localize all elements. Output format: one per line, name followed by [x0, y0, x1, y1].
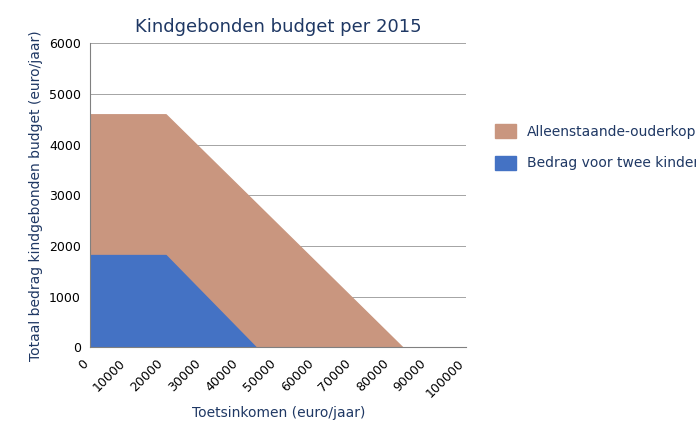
Legend: Alleenstaande-ouderkop, Bedrag voor twee kinderen: Alleenstaande-ouderkop, Bedrag voor twee…	[489, 117, 696, 178]
X-axis label: Toetsinkomen (euro/jaar): Toetsinkomen (euro/jaar)	[191, 405, 365, 420]
Y-axis label: Totaal bedrag kindgebonden budget (euro/jaar): Totaal bedrag kindgebonden budget (euro/…	[29, 30, 43, 361]
Title: Kindgebonden budget per 2015: Kindgebonden budget per 2015	[135, 18, 422, 36]
